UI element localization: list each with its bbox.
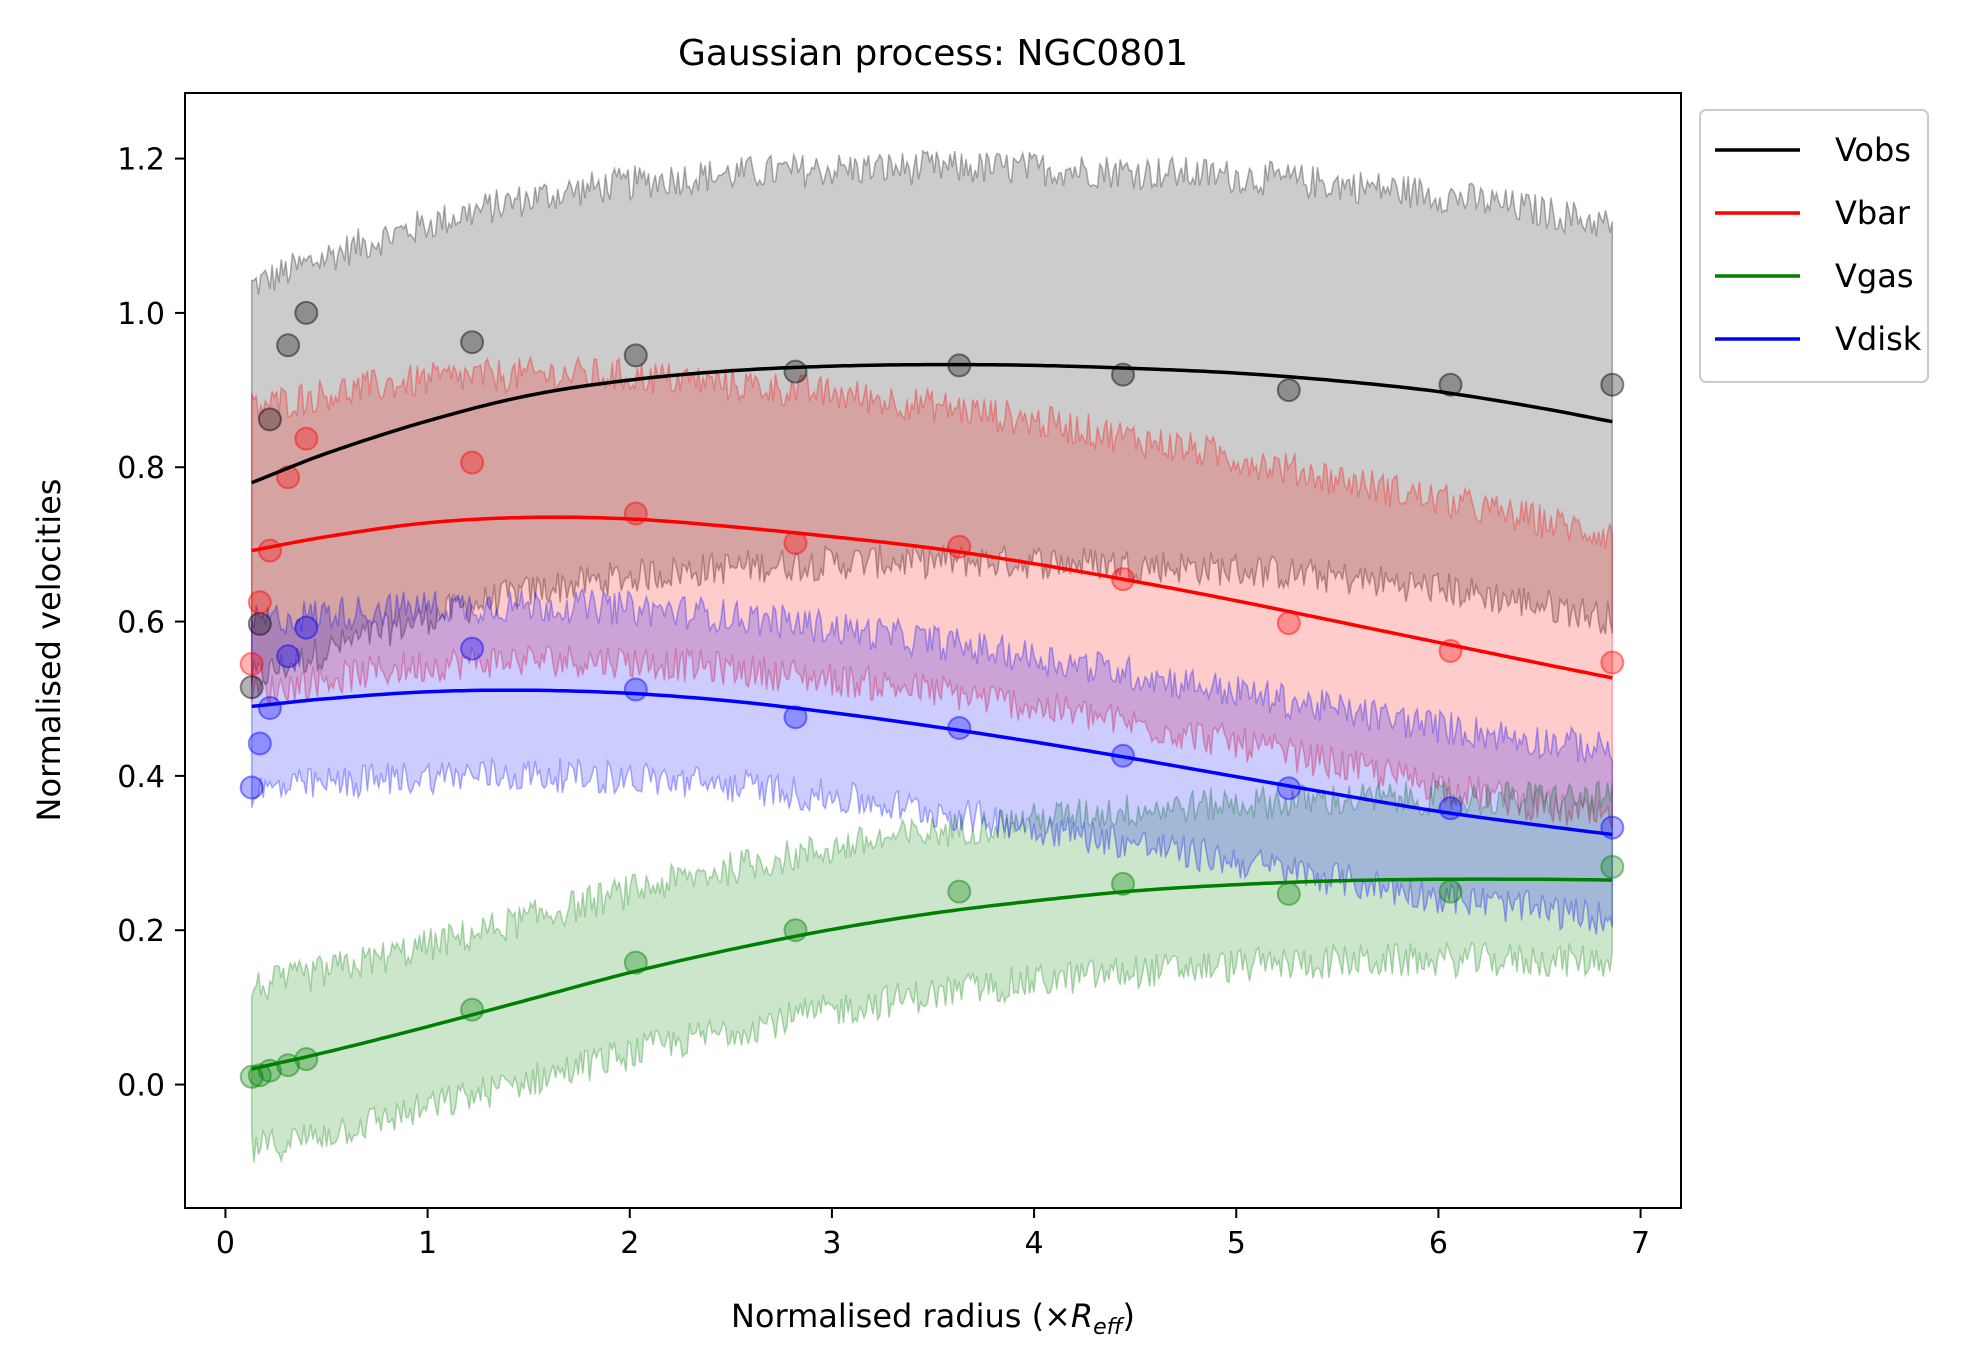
- point-vbar: [239, 652, 264, 676]
- point-vgas: [1111, 871, 1135, 896]
- y-tick-label: 0.8: [117, 451, 165, 486]
- point-vdisk: [257, 696, 282, 720]
- legend-label-vbar: Vbar: [1835, 194, 1911, 232]
- band-vbar: [250, 354, 1614, 830]
- y-tick-label: 1.2: [117, 143, 165, 178]
- point-vdisk: [783, 705, 808, 730]
- chart-title: Gaussian process: NGC0801: [678, 33, 1188, 74]
- x-tick-label: 6: [1429, 1226, 1448, 1261]
- confidence-bands: [250, 149, 1614, 1164]
- plot-frame: [184, 92, 1682, 1209]
- legend-label-vobs: Vobs: [1835, 131, 1911, 169]
- fit-line-vbar: [251, 515, 1613, 680]
- point-vobs: [1600, 372, 1625, 397]
- point-vobs: [1438, 372, 1463, 397]
- point-vdisk: [460, 636, 485, 661]
- point-vgas: [239, 1064, 264, 1089]
- point-vbar: [257, 538, 282, 563]
- legend-frame: [1699, 109, 1929, 383]
- point-vobs: [623, 343, 648, 368]
- y-tick-label: 0.6: [117, 606, 165, 641]
- point-vdisk: [294, 615, 319, 640]
- point-vbar: [1600, 650, 1625, 675]
- band-vgas: [250, 779, 1614, 1164]
- fit-line-vgas: [251, 877, 1613, 1071]
- point-vobs: [276, 333, 301, 358]
- legend-label-vdisk: Vdisk: [1835, 320, 1922, 358]
- point-vgas: [947, 879, 972, 904]
- point-vbar: [247, 590, 272, 615]
- point-vobs: [1276, 378, 1301, 403]
- y-axis-ticks: 0.0 0.2 0.4 0.6 0.8 1.0 1.2: [117, 143, 185, 1104]
- x-tick-label: 5: [1227, 1226, 1246, 1261]
- point-vdisk: [276, 644, 301, 669]
- x-axis-label: Normalised radius (×Reff): [731, 1297, 1135, 1340]
- y-tick-label: 1.0: [117, 297, 165, 332]
- legend-label-vgas: Vgas: [1835, 257, 1913, 295]
- point-vbar: [460, 450, 485, 475]
- y-tick-label: 0.0: [117, 1069, 165, 1104]
- fit-line-vdisk: [251, 688, 1613, 837]
- point-vobs: [783, 359, 808, 384]
- fit-lines: [251, 362, 1613, 1071]
- y-tick-label: 0.4: [117, 760, 165, 795]
- x-axis-ticks: 0 1 2 3 4 5 6 7: [216, 1208, 1650, 1261]
- point-vbar: [294, 426, 319, 451]
- x-tick-label: 4: [1025, 1226, 1044, 1261]
- point-vdisk: [239, 775, 264, 800]
- band-vobs: [250, 149, 1614, 687]
- y-tick-label: 0.2: [117, 914, 165, 949]
- x-tick-label: 0: [216, 1226, 235, 1261]
- point-vobs: [239, 675, 264, 700]
- x-tick-label: 3: [822, 1226, 841, 1261]
- point-vdisk: [623, 677, 648, 702]
- x-tick-label: 7: [1631, 1226, 1650, 1261]
- y-axis-label: Normalised velocities: [30, 479, 68, 822]
- point-vgas: [1276, 881, 1301, 906]
- point-vobs: [294, 300, 319, 325]
- point-vgas: [1600, 854, 1625, 879]
- legend: Vobs Vbar Vgas Vdisk: [1699, 109, 1929, 383]
- point-vobs: [247, 611, 272, 636]
- point-vobs: [460, 330, 485, 355]
- point-vbar: [1276, 611, 1301, 636]
- x-tick-label: 2: [620, 1226, 639, 1261]
- point-vgas: [1438, 879, 1463, 904]
- point-vdisk: [247, 731, 272, 756]
- band-vdisk: [250, 587, 1614, 935]
- fit-line-vobs: [251, 362, 1613, 485]
- point-vobs: [257, 407, 282, 432]
- x-tick-label: 1: [418, 1226, 437, 1261]
